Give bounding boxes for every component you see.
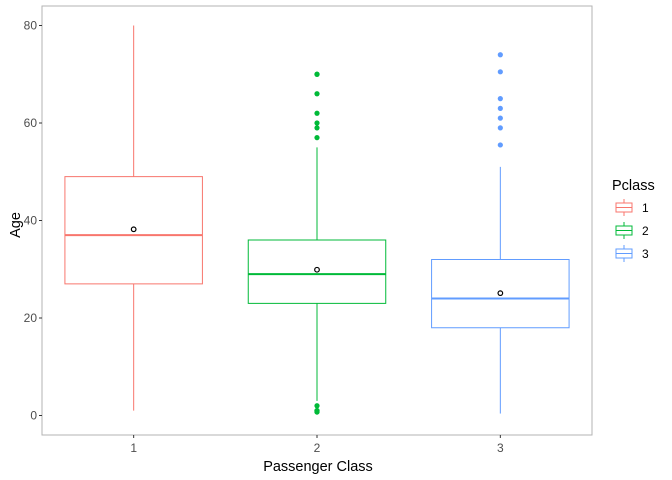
legend-item-3: 3 [615,245,649,262]
box-group-class-1 [64,25,203,411]
y-tick-label: 0 [30,409,37,423]
box [431,259,570,329]
outlier-point [497,105,503,111]
y-tick-label: 20 [24,311,38,325]
outlier-point [314,91,320,97]
x-tick-label: 1 [130,441,137,455]
outlier-point [497,52,503,58]
mean-point [314,266,320,273]
box-group-class-2 [247,71,387,415]
legend-title: Pclass [612,178,655,194]
legend-item-2: 2 [615,222,649,239]
plot-area: 0 20 40 60 80 1 2 3 [24,5,593,455]
outlier-point [314,120,320,126]
outlier-point [314,125,320,131]
mean-point [497,290,504,297]
x-tick-label: 2 [314,441,321,455]
y-tick-label: 60 [24,116,38,130]
outlier-point [497,69,503,75]
outlier-point [314,408,320,414]
legend-label: 1 [642,201,649,215]
mean-point [130,226,137,233]
outlier-point [314,71,320,77]
outlier-point [497,125,503,131]
outlier-point [314,403,320,409]
legend-label: 3 [642,247,649,261]
outlier-point [497,142,503,148]
legend: Pclass 1 2 3 [612,178,655,262]
outlier-point [497,96,503,102]
y-axis-title: Age [8,212,24,238]
box-group-class-3 [431,52,570,414]
legend-item-1: 1 [615,199,649,216]
outlier-point [497,115,503,121]
y-tick-label: 80 [24,19,38,33]
outlier-point [314,135,320,141]
outlier-point [314,110,320,116]
x-tick-label: 3 [497,441,504,455]
y-tick-label: 40 [24,214,38,228]
x-axis-title: Passenger Class [263,459,373,475]
legend-label: 2 [642,224,649,238]
